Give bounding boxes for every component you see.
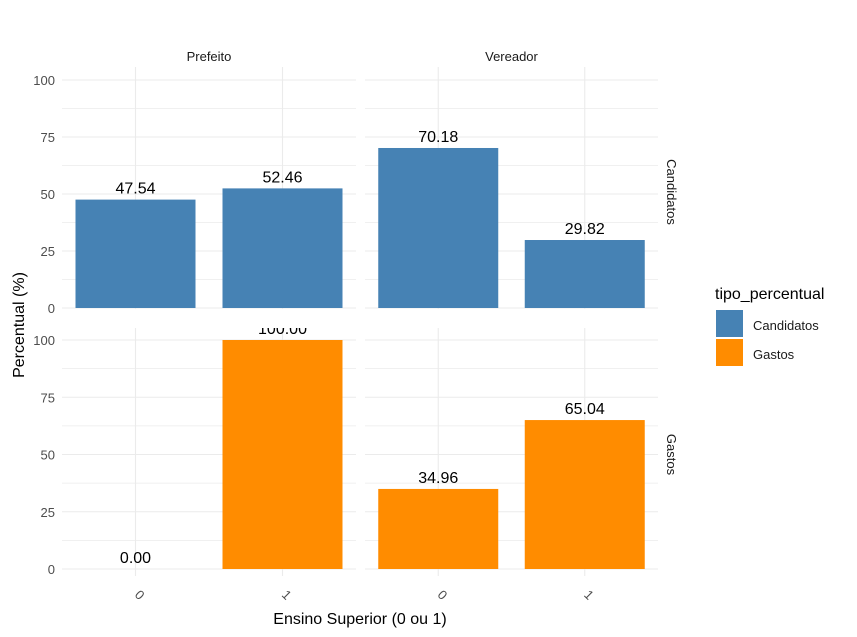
data-label: 34.96 bbox=[418, 470, 458, 487]
y-tick-label: 100 bbox=[33, 73, 55, 88]
y-tick-label: 75 bbox=[41, 130, 55, 145]
facet-strip-candidatos: Candidatos bbox=[664, 159, 679, 225]
bar-candidatos-vereador-0 bbox=[378, 147, 499, 308]
y-tick-label: 50 bbox=[41, 187, 55, 202]
bar-gastos-vereador-1 bbox=[524, 420, 645, 569]
data-label: 0.00 bbox=[120, 550, 151, 567]
legend-swatch-gastos bbox=[716, 339, 743, 366]
legend-swatch-candidatos bbox=[716, 310, 743, 337]
y-tick-label: 50 bbox=[41, 448, 55, 463]
data-label: 47.54 bbox=[115, 181, 155, 198]
data-label: 70.18 bbox=[418, 129, 458, 146]
x-tick-label: 1 bbox=[279, 587, 295, 603]
panel-spacing bbox=[62, 309, 662, 328]
bar-gastos-prefeito-1 bbox=[222, 340, 343, 569]
legend-label-candidatos: Candidatos bbox=[753, 318, 819, 333]
y-tick-label: 0 bbox=[48, 562, 55, 577]
y-tick-label: 0 bbox=[48, 301, 55, 316]
legend-title: tipo_percentual bbox=[715, 286, 824, 303]
x-axis-title: Ensino Superior (0 ou 1) bbox=[273, 611, 446, 628]
y-axis-title: Percentual (%) bbox=[11, 272, 28, 378]
y-tick-label: 75 bbox=[41, 390, 55, 405]
y-tick-label: 100 bbox=[33, 333, 55, 348]
data-label: 29.82 bbox=[565, 221, 605, 238]
legend-label-gastos: Gastos bbox=[753, 347, 795, 362]
x-tick-label: 1 bbox=[581, 587, 597, 603]
facet-strip-gastos: Gastos bbox=[664, 434, 679, 476]
bar-candidatos-prefeito-1 bbox=[222, 188, 343, 308]
bar-gastos-vereador-0 bbox=[378, 488, 499, 569]
y-tick-label: 25 bbox=[41, 244, 55, 259]
x-tick-label: 0 bbox=[132, 587, 148, 603]
x-tick-label: 0 bbox=[435, 587, 451, 603]
bar-candidatos-vereador-1 bbox=[524, 240, 645, 308]
data-label: 65.04 bbox=[565, 401, 605, 418]
legend: tipo_percentual Candidatos Gastos bbox=[715, 286, 824, 366]
bars-layer bbox=[75, 147, 645, 569]
facet-strip-vereador: Vereador bbox=[485, 49, 538, 64]
y-tick-label: 25 bbox=[41, 505, 55, 520]
bar-candidatos-prefeito-0 bbox=[75, 199, 196, 308]
facet-strip-prefeito: Prefeito bbox=[187, 49, 232, 64]
data-label: 52.46 bbox=[262, 169, 302, 186]
